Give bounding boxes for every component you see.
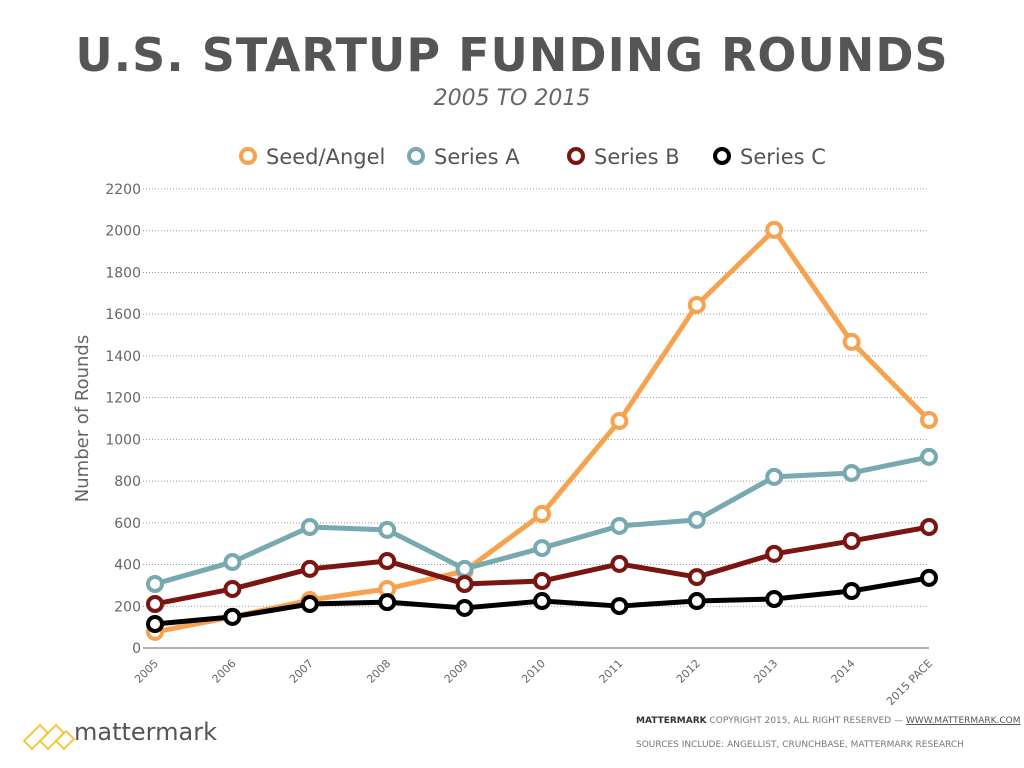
data-point	[610, 597, 629, 616]
data-point	[146, 574, 164, 593]
data-point	[533, 572, 551, 591]
y-tick-label: 1000	[105, 432, 141, 448]
data-point	[610, 516, 629, 535]
legend-label: Series A	[434, 145, 520, 169]
data-point	[455, 598, 474, 617]
data-point	[533, 592, 551, 611]
data-point	[300, 559, 319, 578]
x-tick-label: 2013	[751, 657, 780, 686]
y-tick-label: 800	[114, 474, 141, 490]
data-point	[455, 559, 474, 578]
chart-subtitle: 2005 TO 2015	[433, 86, 591, 111]
data-point	[610, 412, 629, 431]
data-point	[920, 447, 938, 466]
legend-label: Seed/Angel	[266, 145, 385, 169]
data-point	[300, 594, 319, 613]
data-point	[842, 332, 861, 351]
data-point	[920, 410, 938, 429]
data-point	[223, 579, 242, 598]
data-point	[455, 574, 474, 593]
x-tick-label: 2014	[829, 657, 858, 686]
data-point	[842, 582, 861, 601]
series-line	[154, 227, 931, 635]
y-tick-label: 2200	[105, 182, 141, 198]
x-tick-label: 2007	[287, 657, 316, 686]
x-tick-label: 2011	[597, 657, 626, 686]
data-point	[533, 539, 551, 558]
data-point	[842, 463, 861, 482]
y-tick-label: 1800	[105, 265, 141, 281]
copyright-text: COPYRIGHT 2015, ALL RIGHT RESERVED —	[709, 716, 904, 726]
y-tick-label: 400	[114, 558, 141, 574]
x-tick-label: 2015 PACE	[884, 657, 935, 708]
data-point	[765, 589, 784, 608]
legend-marker	[567, 147, 585, 165]
data-point	[842, 531, 861, 550]
x-tick-label: 2005	[132, 657, 161, 686]
legend-marker	[407, 147, 425, 165]
data-point	[146, 615, 164, 634]
x-tick-label: 2006	[210, 657, 239, 686]
data-point	[687, 568, 706, 587]
website-link[interactable]: WWW.MATTERMARK.COM	[905, 716, 1021, 726]
data-point	[765, 220, 784, 239]
chart-title: U.S. STARTUP FUNDING ROUNDS	[75, 28, 949, 82]
data-point	[610, 554, 629, 573]
y-tick-label: 1400	[105, 349, 141, 365]
data-point	[378, 551, 397, 570]
x-tick-label: 2009	[442, 657, 471, 686]
copyright-brand: MATTERMARK	[636, 716, 707, 726]
y-tick-label: 1200	[105, 391, 141, 407]
data-point	[920, 517, 938, 536]
data-point	[378, 520, 397, 539]
data-point	[765, 544, 784, 563]
x-tick-label: 2012	[674, 657, 703, 686]
y-tick-label: 2000	[105, 224, 141, 240]
y-tick-label: 1600	[105, 307, 141, 323]
data-point	[146, 594, 164, 613]
data-point	[920, 568, 938, 587]
copyright-line: MATTERMARK COPYRIGHT 2015, ALL RIGHT RES…	[636, 716, 1021, 726]
data-point	[300, 517, 319, 536]
legend-marker	[239, 147, 257, 165]
data-point	[687, 296, 706, 315]
y-axis-label: Number of Rounds	[72, 335, 93, 502]
x-tick-label: 2008	[364, 657, 393, 686]
data-point	[223, 553, 242, 572]
legend-label: Series C	[740, 145, 826, 169]
y-tick-label: 200	[114, 599, 141, 615]
data-point	[687, 510, 706, 529]
data-point	[687, 592, 706, 611]
data-point	[378, 593, 397, 612]
mattermark-logo-icon	[22, 723, 76, 751]
x-tick-label: 2010	[519, 657, 548, 686]
legend-label: Series B	[594, 145, 680, 169]
data-point	[765, 467, 784, 486]
data-point	[533, 505, 551, 524]
brand-name: mattermark	[74, 718, 217, 746]
data-point	[223, 607, 242, 626]
y-tick-label: 600	[114, 516, 141, 532]
legend-marker	[713, 147, 731, 165]
y-tick-label: 0	[132, 641, 141, 657]
sources-line: SOURCES INCLUDE: ANGELLIST, CRUNCHBASE, …	[636, 740, 964, 750]
